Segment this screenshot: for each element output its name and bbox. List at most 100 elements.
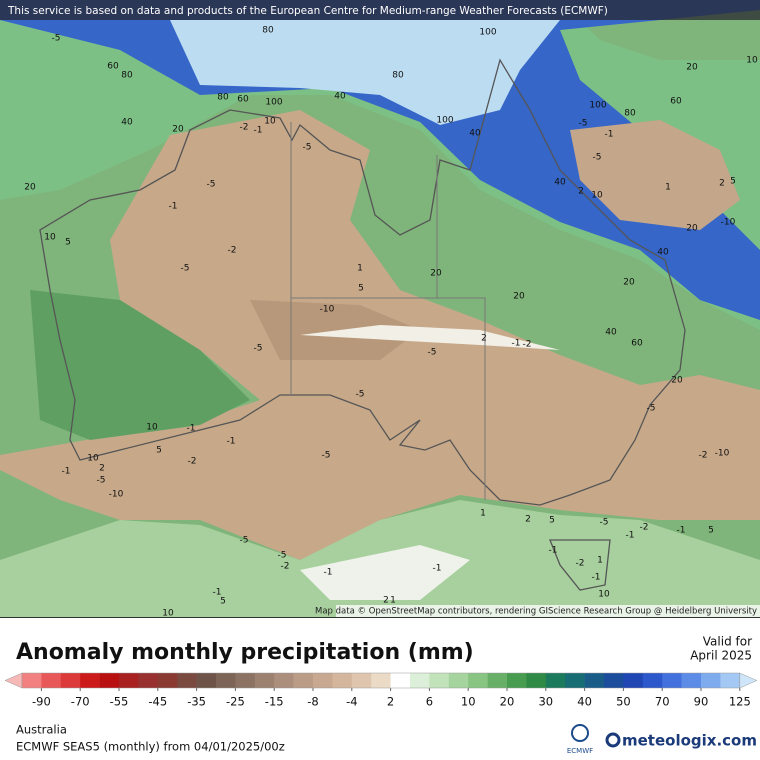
- contour-label: 40: [121, 118, 133, 128]
- colorbar-cell: [235, 673, 256, 688]
- contour-label: 5: [358, 284, 364, 294]
- contour-label: 100: [265, 98, 282, 108]
- contour-label: -5: [181, 264, 190, 274]
- contour-label: -2: [281, 562, 290, 572]
- contour-label: -2: [188, 457, 197, 467]
- colorbar-cell: [216, 673, 236, 688]
- contour-label: -1: [549, 546, 558, 556]
- dry-anomaly: [570, 120, 740, 230]
- contour-label: 10: [598, 590, 610, 600]
- contour-label: 1: [357, 264, 363, 274]
- contour-label: 2: [525, 515, 531, 525]
- contour-label: 2: [578, 187, 584, 197]
- contour-label: -1: [62, 467, 71, 477]
- colorbar-cell: [662, 673, 682, 688]
- contour-label: -1: [605, 130, 614, 140]
- contour-label: 20: [686, 63, 698, 73]
- contour-label: 40: [657, 248, 669, 258]
- contour-label: -2: [240, 123, 249, 133]
- colorbar-tick-label: 40: [577, 695, 592, 709]
- contour-label: -1: [626, 531, 635, 541]
- contour-label: 10: [162, 609, 174, 619]
- attribution-bg: [336, 605, 760, 617]
- contour-label: -5: [254, 344, 263, 354]
- contour-label: -1: [213, 588, 222, 598]
- attribution: Map data © OpenStreetMap contributors, r…: [315, 607, 757, 617]
- contour-label: 100: [589, 101, 606, 111]
- colorbar-tick-label: -45: [148, 695, 167, 709]
- light-blue-ocean: [170, 20, 560, 125]
- contour-label: 20: [24, 183, 36, 193]
- contour-label: 2: [481, 334, 487, 344]
- valid-label: Valid for: [703, 635, 752, 649]
- neutral-band: [300, 325, 560, 350]
- contour-label: -5: [428, 348, 437, 358]
- contour-label: 20: [686, 224, 698, 234]
- tasmania-coast: [549, 539, 611, 591]
- colorbar-cell: [196, 673, 217, 688]
- ecmwf-logo: ECMWF: [567, 747, 593, 755]
- colorbar-tick-label: -25: [226, 695, 245, 709]
- contour-label: -5: [97, 476, 106, 486]
- colorbar-over: [739, 672, 758, 689]
- contour-label: 5: [156, 446, 162, 456]
- contour-label: -1: [677, 526, 686, 536]
- contour-label: -2: [640, 523, 649, 533]
- brand: meteologix.com: [622, 732, 757, 750]
- contour-label: 40: [554, 178, 566, 188]
- contour-label: -5: [356, 390, 365, 400]
- colorbar-tick-label: 10: [461, 695, 476, 709]
- colorbar-tick-label: 20: [500, 695, 515, 709]
- contour-label: -5: [303, 143, 312, 153]
- colorbar-cell: [429, 673, 450, 688]
- state-borders: [290, 122, 486, 500]
- contour-label: 1: [597, 556, 603, 566]
- contour-label: -5: [240, 536, 249, 546]
- colorbar-tick-label: 90: [694, 695, 709, 709]
- contour-label: -1: [254, 126, 263, 136]
- colorbar-cell: [507, 673, 527, 688]
- contour-label: 60: [107, 62, 119, 72]
- colorbar-cell: [60, 673, 81, 688]
- colorbar-tick-label: 70: [655, 695, 670, 709]
- contour-label: 2: [383, 596, 389, 606]
- colorbar-tick-label: -35: [187, 695, 206, 709]
- colorbar-cell: [80, 673, 100, 688]
- contour-label: 80: [262, 26, 274, 36]
- contour-label: -2: [576, 559, 585, 569]
- contour-label: 60: [237, 95, 249, 105]
- contour-label: 10: [591, 191, 603, 201]
- colorbar-cell: [642, 673, 663, 688]
- colorbar-cell: [720, 673, 741, 688]
- blue-band: [0, 0, 760, 320]
- contour-label: 5: [220, 597, 226, 607]
- colorbar-cell: [41, 673, 62, 688]
- colorbar-cell: [584, 673, 605, 688]
- colorbar-cell: [545, 673, 566, 688]
- colorbar-cell: [99, 673, 120, 688]
- contour-label: 80: [121, 71, 133, 81]
- colorbar-cell: [351, 673, 372, 688]
- colorbar-cell: [623, 673, 644, 688]
- notice: This service is based on data and produc…: [7, 5, 608, 17]
- contour-label: -1: [324, 568, 333, 578]
- colorbar-cell: [701, 673, 721, 688]
- colorbar-cell: [313, 673, 333, 688]
- contour-label: 100: [436, 116, 453, 126]
- colorbar-tick-label: 30: [538, 695, 553, 709]
- contour-label: 10: [87, 454, 99, 464]
- colorbar-cell: [371, 673, 391, 688]
- contour-label: 10: [746, 56, 758, 66]
- colorbar-cell: [119, 673, 139, 688]
- model-run: ECMWF SEAS5 (monthly) from 04/01/2025/00…: [16, 740, 285, 754]
- contour-label: -10: [715, 449, 730, 459]
- colorbar-cell: [177, 673, 197, 688]
- contour-label: -5: [593, 153, 602, 163]
- contour-label: 60: [631, 339, 643, 349]
- contour-label: 100: [479, 28, 496, 38]
- colorbar-tick-label: 125: [729, 695, 751, 709]
- colorbar-tick-label: -70: [71, 695, 90, 709]
